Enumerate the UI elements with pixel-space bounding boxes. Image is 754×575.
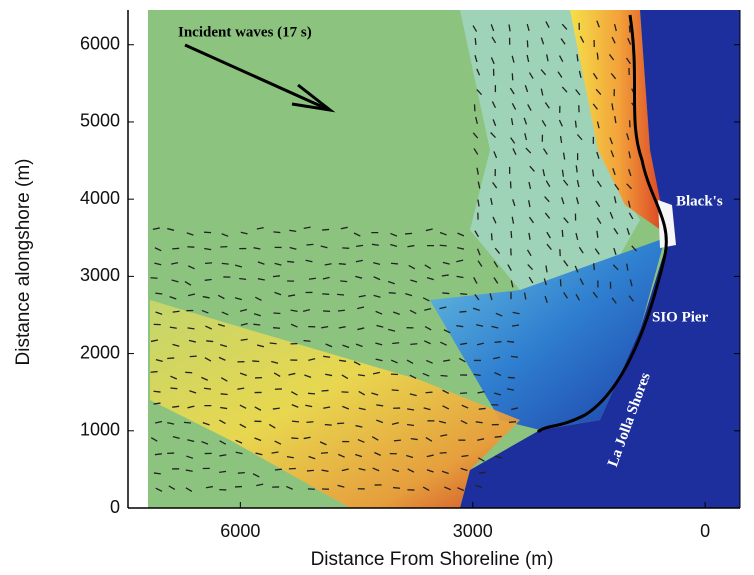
wave-dash — [593, 169, 594, 176]
y-tick-label: 4000 — [80, 188, 120, 208]
wave-field — [148, 10, 740, 508]
wave-dash — [273, 328, 280, 329]
wave-dash — [460, 393, 467, 394]
wave-dash — [238, 473, 245, 474]
wave-dash — [321, 453, 328, 454]
wave-dash — [597, 231, 598, 238]
wave-dash — [172, 406, 179, 407]
wave-dash — [479, 408, 486, 409]
wave-dash — [322, 390, 329, 391]
wave-dash — [307, 470, 314, 471]
wave-dash — [167, 358, 174, 359]
annotation: Incident waves (17 s) — [178, 24, 312, 40]
wave-dash — [308, 393, 315, 394]
y-tick-label: 0 — [110, 497, 120, 517]
wave-dash — [292, 421, 299, 422]
wave-dash — [426, 392, 433, 393]
wave-dash — [205, 279, 212, 280]
wave-dash — [494, 342, 501, 343]
wave-dash — [170, 388, 177, 389]
chart: Distance From Shoreline (m) Distance alo… — [0, 0, 754, 575]
wave-dash — [410, 344, 417, 345]
wave-dash — [405, 233, 412, 234]
wave-dash — [508, 377, 515, 378]
wave-dash — [151, 372, 158, 373]
wave-dash — [306, 422, 313, 423]
wave-dash — [492, 233, 493, 240]
wave-dash — [476, 422, 483, 423]
wave-dash — [151, 278, 158, 279]
wave-dash — [325, 425, 332, 426]
wave-dash — [392, 390, 399, 391]
wave-dash — [273, 232, 280, 233]
wave-dash — [253, 324, 260, 325]
wave-dash — [394, 440, 401, 441]
wave-dash — [155, 454, 162, 455]
wave-dash — [154, 473, 161, 474]
wave-dash — [511, 356, 518, 357]
wave-dash — [372, 244, 379, 245]
wave-dash — [337, 294, 344, 295]
wave-dash — [173, 311, 180, 312]
wave-dash — [411, 439, 418, 440]
wave-dash — [252, 361, 259, 362]
wave-dash — [323, 356, 330, 357]
y-tick-label: 5000 — [80, 111, 120, 131]
wave-dash — [507, 341, 514, 342]
wave-dash — [221, 394, 228, 395]
wave-dash — [495, 436, 502, 437]
y-tick-label: 6000 — [80, 33, 120, 53]
x-axis-title: Distance From Shoreline (m) — [311, 549, 554, 570]
annotation: SIO Pier — [652, 309, 709, 325]
wave-dash — [509, 422, 516, 423]
wave-dash — [459, 311, 466, 312]
wave-dash — [270, 343, 277, 344]
wave-dash — [291, 438, 298, 439]
wave-dash — [393, 488, 400, 489]
wave-dash — [594, 263, 595, 270]
wave-dash — [340, 281, 347, 282]
y-tick-label: 3000 — [80, 265, 120, 285]
wave-dash — [184, 422, 191, 423]
wave-dash — [597, 53, 598, 60]
y-tick-label: 2000 — [80, 342, 120, 362]
wave-dash — [576, 165, 577, 172]
x-tick-label: 0 — [700, 521, 710, 541]
x-tick-label: 6000 — [220, 521, 260, 541]
wave-dash — [338, 310, 345, 311]
wave-dash — [475, 38, 476, 45]
wave-dash — [275, 469, 282, 470]
wave-dash — [391, 263, 398, 264]
wave-dash — [441, 375, 448, 376]
wave-dash — [205, 263, 212, 264]
wave-dash — [575, 121, 576, 128]
wave-dash — [239, 279, 246, 280]
wave-dash — [287, 261, 294, 262]
annotation: Black's — [676, 193, 723, 209]
wave-dash — [206, 341, 213, 342]
wave-dash — [511, 231, 512, 238]
wave-dash — [442, 293, 449, 294]
wave-dash — [222, 263, 229, 264]
wave-dash — [339, 264, 346, 265]
wave-dash — [304, 341, 311, 342]
wave-dash — [306, 244, 313, 245]
wave-dash — [460, 294, 467, 295]
x-tick-label: 3000 — [453, 521, 493, 541]
wave-dash — [392, 343, 399, 344]
y-tick-label: 1000 — [80, 420, 120, 440]
wave-dash — [562, 230, 563, 237]
wave-dash — [322, 229, 329, 230]
wave-dash — [172, 248, 179, 249]
wave-dash — [389, 293, 396, 294]
wave-dash — [204, 388, 211, 389]
y-axis-title: Distance alongshore (m) — [13, 159, 34, 366]
wave-dash — [154, 391, 161, 392]
wave-dash — [479, 472, 486, 473]
wave-dash — [440, 245, 447, 246]
wave-dash — [273, 276, 280, 277]
